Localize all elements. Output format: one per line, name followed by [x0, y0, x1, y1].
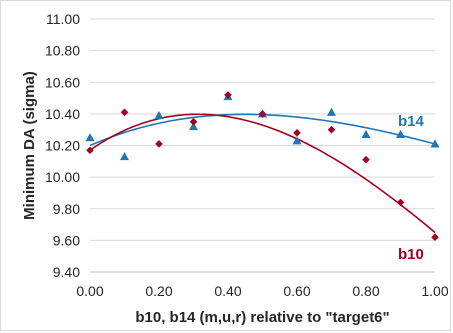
data-point-b10 — [258, 110, 267, 118]
x-tick-labels: 0.00 0.20 0.40 0.60 0.80 1.00 — [76, 283, 448, 299]
data-point-b14 — [430, 139, 440, 148]
y-axis-title: Minimum DA (sigma) — [21, 71, 38, 220]
data-point-b10 — [293, 129, 301, 137]
trendline-b14 — [89, 113, 436, 147]
data-point-b14 — [292, 136, 302, 145]
data-point-b14 — [327, 107, 336, 116]
data-point-b14 — [120, 152, 129, 161]
x-tick-label: 0.20 — [145, 283, 172, 299]
data-point-b14 — [189, 122, 198, 131]
series-label-b14: b14 — [398, 113, 425, 130]
x-tick-label: 0.60 — [283, 283, 310, 299]
data-point-b10 — [431, 233, 439, 242]
data-point-b14 — [85, 133, 95, 142]
trendline-b10 — [89, 113, 436, 234]
y-tick-label: 9.40 — [53, 264, 80, 280]
x-tick-label: 0.80 — [352, 283, 379, 299]
data-point-b10 — [224, 91, 232, 99]
data-point-b14 — [361, 129, 371, 139]
y-tick-label: 10.40 — [45, 106, 80, 122]
y-tick-labels: 9.40 9.60 9.80 10.00 10.20 10.40 10.60 10.80 11.… — [45, 11, 80, 280]
data-point-b10 — [86, 146, 94, 155]
x-tick-label: 0.40 — [214, 283, 241, 299]
data-point-b10 — [327, 125, 336, 134]
x-axis-title: b10, b14 (m,u,r) relative to "target6" — [135, 309, 389, 326]
data-point-b10 — [189, 117, 198, 126]
series-label-b10: b10 — [398, 246, 424, 263]
y-tick-label: 10.60 — [45, 74, 80, 90]
gridlines — [90, 18, 435, 273]
data-point-b10 — [155, 140, 163, 148]
data-point-b14 — [396, 129, 405, 139]
y-tick-label: 10.80 — [45, 43, 80, 59]
data-point-b10 — [120, 108, 129, 117]
trendlines — [89, 113, 436, 234]
y-tick-label: 9.80 — [53, 201, 80, 217]
data-points — [85, 91, 440, 242]
y-tick-label: 10.20 — [45, 138, 80, 154]
x-tick-label: 1.00 — [421, 283, 448, 299]
y-tick-label: 10.00 — [45, 169, 80, 185]
x-tick-label: 0.00 — [76, 283, 103, 299]
y-tick-label: 11.00 — [46, 11, 80, 27]
y-tick-label: 9.60 — [53, 232, 80, 248]
series-labels: b14 b10 — [398, 113, 425, 263]
data-point-b10 — [362, 155, 370, 164]
data-point-b10 — [396, 198, 405, 207]
data-point-b14 — [154, 110, 164, 120]
